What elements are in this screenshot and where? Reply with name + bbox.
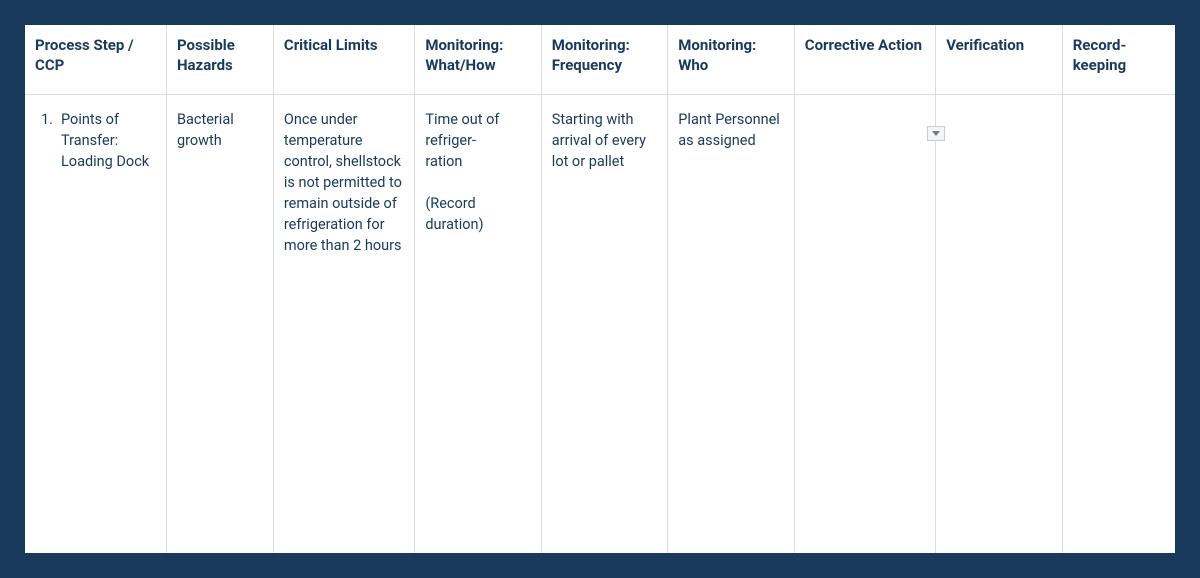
col-process-step: Process Step / CCP — [25, 25, 166, 94]
table-header-row: Process Step / CCP Possible Hazards Crit… — [25, 25, 1175, 94]
col-hazards: Possible Hazards — [166, 25, 273, 94]
cell-monitoring-who: Plant Personnel as assigned — [668, 94, 794, 553]
col-verification: Verification — [936, 25, 1062, 94]
cell-verification[interactable] — [936, 94, 1062, 553]
cell-process-step: 1. Points of Transfer: Loading Dock — [25, 94, 166, 553]
cell-monitoring-frequency: Starting with arrival of every lot or pa… — [541, 94, 667, 553]
step-number: 1. — [35, 109, 53, 172]
cell-critical-limits: Once under temperature control, shellsto… — [273, 94, 414, 553]
cell-corrective-action[interactable] — [794, 94, 935, 553]
cell-hazards: Bacterial growth — [166, 94, 273, 553]
cell-dropdown-handle[interactable] — [927, 126, 945, 141]
col-monitoring-frequency: Monitoring: Frequency — [541, 25, 667, 94]
cell-record-keeping[interactable] — [1062, 94, 1175, 553]
table-panel: Process Step / CCP Possible Hazards Crit… — [25, 25, 1175, 553]
col-corrective-action: Corrective Action — [794, 25, 935, 94]
chevron-down-icon — [932, 131, 940, 136]
col-monitoring-what: Monitoring: What/How — [415, 25, 541, 94]
col-monitoring-who: Monitoring: Who — [668, 25, 794, 94]
col-record-keeping: Record-keeping — [1062, 25, 1175, 94]
outer-frame: Process Step / CCP Possible Hazards Crit… — [0, 0, 1200, 578]
col-critical-limits: Critical Limits — [273, 25, 414, 94]
cell-monitoring-what: Time out of refriger- ration (Record dur… — [415, 94, 541, 553]
haccp-table: Process Step / CCP Possible Hazards Crit… — [25, 25, 1175, 553]
table-row: 1. Points of Transfer: Loading Dock Bact… — [25, 94, 1175, 553]
step-text: Points of Transfer: Loading Dock — [61, 109, 156, 172]
